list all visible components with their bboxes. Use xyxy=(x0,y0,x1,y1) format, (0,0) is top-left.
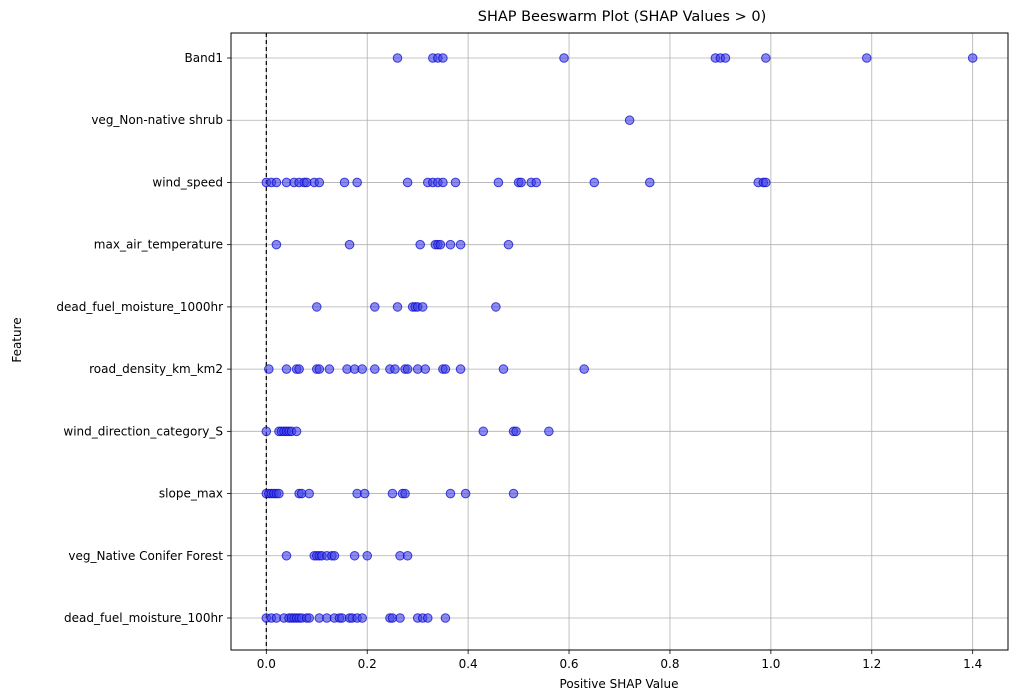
data-point xyxy=(861,53,872,63)
data-point xyxy=(440,364,451,374)
x-tick-label: 0.2 xyxy=(358,657,377,671)
grid-lines xyxy=(231,33,1008,650)
data-point xyxy=(415,239,426,250)
data-point xyxy=(720,53,731,63)
data-point xyxy=(271,239,282,250)
data-point xyxy=(402,550,413,561)
data-point xyxy=(491,302,501,312)
data-point xyxy=(478,426,489,437)
data-point xyxy=(440,613,451,623)
data-point xyxy=(392,302,403,312)
data-point xyxy=(644,177,655,188)
data-point xyxy=(967,53,978,63)
data-point xyxy=(291,426,302,437)
data-point xyxy=(349,550,360,561)
x-axis-ticks: 0.0 0.2 0.4 0.6 0.8 1.0 1.2 1.4 xyxy=(257,650,982,671)
data-point xyxy=(352,177,362,188)
data-points xyxy=(261,53,978,623)
data-point xyxy=(435,239,446,250)
data-point xyxy=(324,364,335,374)
x-tick-label: 1.2 xyxy=(862,657,881,671)
data-point xyxy=(498,364,509,374)
data-point xyxy=(281,550,292,561)
data-point xyxy=(493,177,504,188)
x-tick-label: 1.0 xyxy=(761,657,780,671)
y-tick-label: wind_speed xyxy=(152,175,223,189)
data-point xyxy=(339,177,350,188)
y-tick-label: slope_max xyxy=(159,487,223,501)
data-point xyxy=(589,177,600,188)
y-tick-label: Band1 xyxy=(185,51,223,65)
data-point xyxy=(438,53,448,63)
data-point xyxy=(579,364,589,374)
data-point xyxy=(761,177,771,188)
data-point xyxy=(624,115,635,126)
data-point xyxy=(357,364,367,374)
data-point xyxy=(438,177,448,188)
x-tick-label: 0.0 xyxy=(257,657,276,671)
data-point xyxy=(392,53,403,63)
data-point xyxy=(294,364,304,374)
data-point xyxy=(271,177,282,188)
data-point xyxy=(544,426,554,437)
data-point xyxy=(422,613,433,623)
y-tick-label: dead_fuel_moisture_100hr xyxy=(64,611,223,625)
data-point xyxy=(304,488,315,499)
data-point xyxy=(402,364,413,374)
data-point xyxy=(402,177,413,188)
data-point xyxy=(511,426,521,437)
data-point xyxy=(460,488,471,499)
data-point xyxy=(445,488,456,499)
data-point xyxy=(420,364,431,374)
data-point xyxy=(274,488,284,499)
data-point xyxy=(314,177,325,188)
data-point xyxy=(390,364,400,374)
x-tick-label: 1.4 xyxy=(963,657,982,671)
data-point xyxy=(329,550,340,561)
y-axis-ticks: Band1 veg_Non-native shrub wind_speed max_… xyxy=(56,51,231,625)
data-point xyxy=(357,613,367,623)
y-tick-label: veg_Native Conifer Forest xyxy=(68,549,223,563)
data-point xyxy=(455,239,466,250)
data-point xyxy=(531,177,542,188)
y-tick-label: veg_Non-native shrub xyxy=(91,113,223,127)
y-tick-label: road_density_km_km2 xyxy=(89,362,223,376)
data-point xyxy=(369,364,380,374)
x-tick-label: 0.4 xyxy=(459,657,478,671)
data-point xyxy=(400,488,410,499)
data-point xyxy=(311,302,322,312)
data-point xyxy=(362,550,373,561)
plot-frame xyxy=(230,32,1009,651)
x-tick-label: 0.8 xyxy=(660,657,679,671)
data-point xyxy=(455,364,466,374)
data-point xyxy=(261,426,272,437)
data-point xyxy=(508,488,519,499)
y-tick-label: dead_fuel_moisture_1000hr xyxy=(56,300,223,314)
data-point xyxy=(503,239,514,250)
data-point xyxy=(516,177,526,188)
data-point xyxy=(450,177,461,188)
y-tick-label: wind_direction_category_S xyxy=(63,424,223,438)
data-point xyxy=(314,364,325,374)
chart-title: SHAP Beeswarm Plot (SHAP Values > 0) xyxy=(478,9,767,25)
x-axis-label: Positive SHAP Value xyxy=(560,677,679,691)
data-point xyxy=(264,364,274,374)
data-point xyxy=(304,613,315,623)
data-point xyxy=(761,53,771,63)
data-point xyxy=(344,239,355,250)
data-point xyxy=(417,302,428,312)
data-point xyxy=(359,488,370,499)
y-axis-label: Feature xyxy=(10,317,24,362)
data-point xyxy=(395,613,405,623)
data-point xyxy=(559,53,569,63)
y-tick-label: max_air_temperature xyxy=(94,238,223,252)
data-point xyxy=(387,488,398,499)
data-point xyxy=(445,239,456,250)
x-tick-label: 0.6 xyxy=(559,657,578,671)
data-point xyxy=(281,364,292,374)
data-point xyxy=(369,302,380,312)
